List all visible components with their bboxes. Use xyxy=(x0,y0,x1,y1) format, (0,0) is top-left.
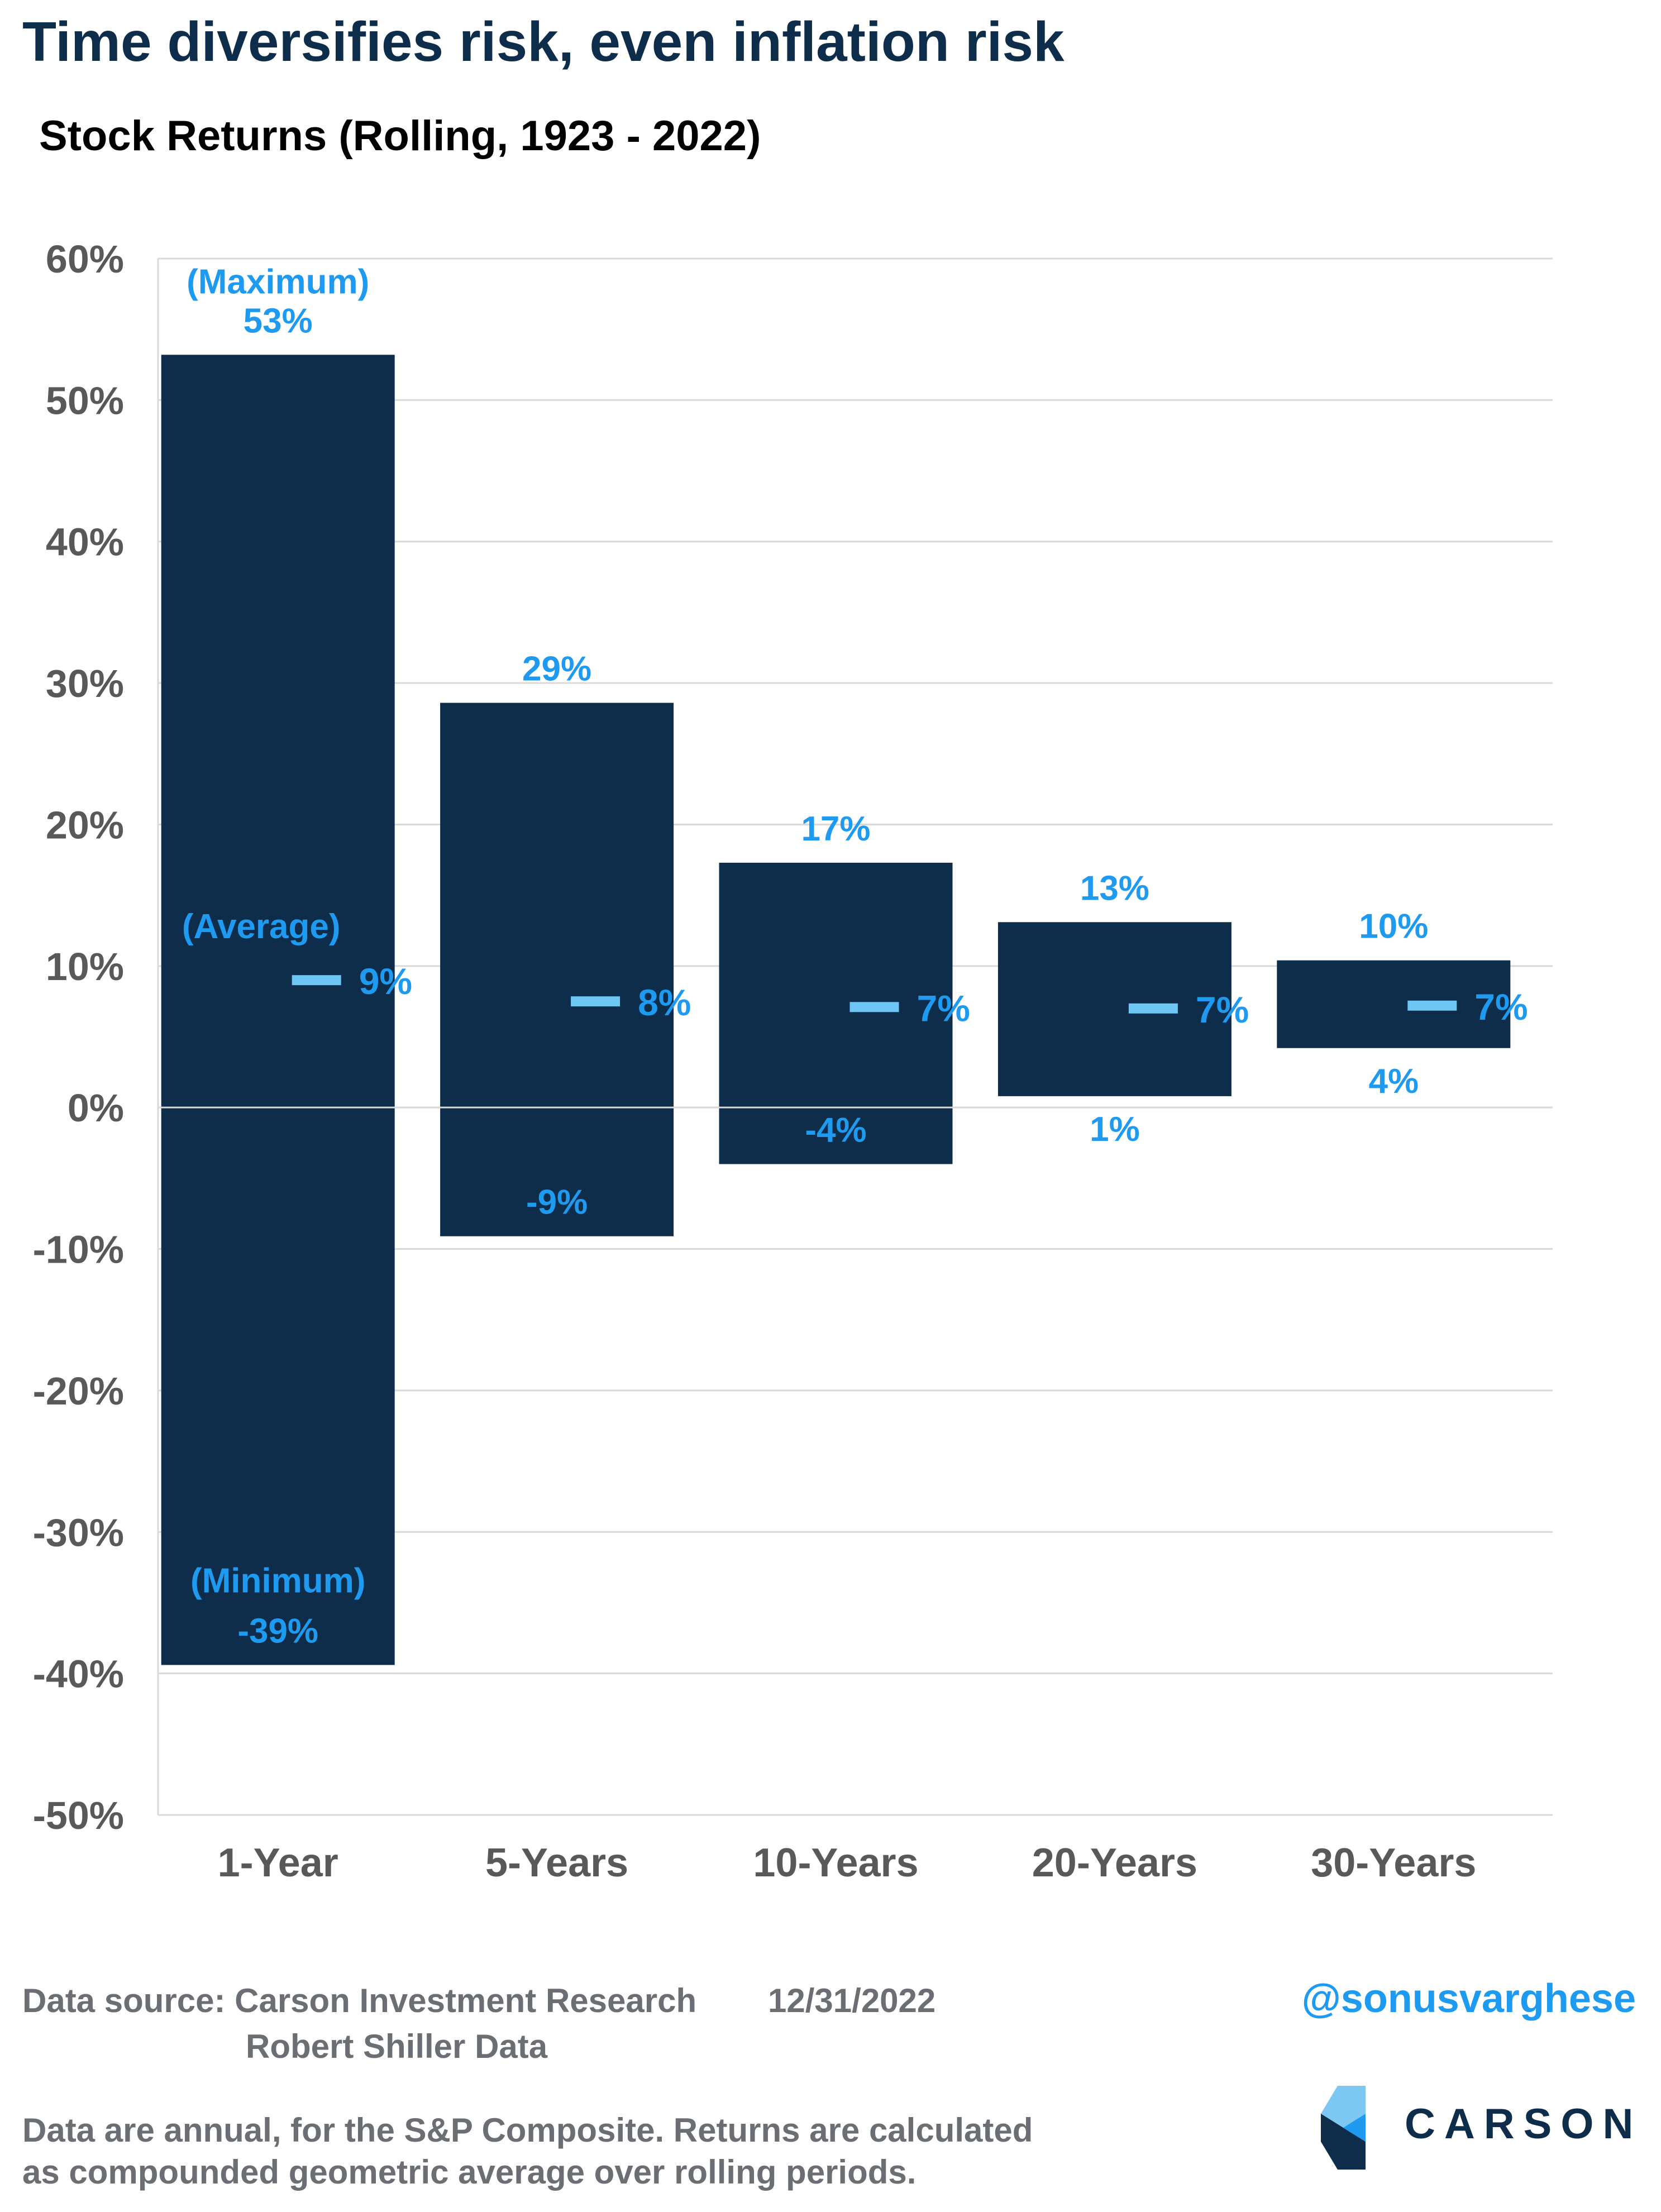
min-value-label: 4% xyxy=(1368,1062,1419,1101)
y-tick-label: -10% xyxy=(33,1228,124,1272)
chart-title: Time diversifies risk, even inflation ri… xyxy=(22,11,1065,73)
range-bar-chart: 9% 53% -39% (Maximum) (Average) (Minimum) 8% 29… xyxy=(33,237,1553,1885)
max-value-label: 17% xyxy=(801,810,870,848)
carson-chevron-icon xyxy=(1321,2086,1366,2170)
bars xyxy=(161,355,1511,1665)
y-tick-label: -20% xyxy=(33,1369,124,1413)
data-source-label: Data source: Carson Investment Research xyxy=(22,1982,697,2019)
x-category-label: 1-Year xyxy=(218,1841,338,1885)
x-category-label: 10-Years xyxy=(753,1841,918,1885)
twitter-handle[interactable]: @sonusvarghese xyxy=(1301,1976,1636,2021)
average-annotation: (Average) xyxy=(182,907,341,946)
method-note-line2: as compounded geometric average over rol… xyxy=(22,2153,917,2191)
y-tick-label: 10% xyxy=(46,945,124,988)
average-value-label: 7% xyxy=(1474,986,1528,1028)
logo-wordmark: CARSON xyxy=(1405,2100,1643,2148)
minimum-annotation: (Minimum) xyxy=(190,1561,365,1600)
range-bar xyxy=(719,862,953,1164)
y-tick-label: 20% xyxy=(46,803,124,847)
range-bar xyxy=(161,355,395,1665)
max-value-label: 13% xyxy=(1080,869,1149,907)
y-tick-label: 40% xyxy=(46,520,124,564)
range-bar xyxy=(1277,960,1511,1048)
y-tick-label: -50% xyxy=(33,1794,124,1837)
y-tick-label: -40% xyxy=(33,1652,124,1696)
method-note-line1: Data are annual, for the S&P Composite. … xyxy=(22,2111,1033,2149)
data-date: 12/31/2022 xyxy=(768,1982,936,2019)
average-marker xyxy=(571,996,621,1007)
y-tick-label: 50% xyxy=(46,379,124,422)
y-tick-label: -30% xyxy=(33,1511,124,1554)
chart-subtitle: Stock Returns (Rolling, 1923 - 2022) xyxy=(39,112,761,160)
min-value-label: -4% xyxy=(805,1111,866,1150)
data-labels: 9% 53% -39% (Maximum) (Average) (Minimum) 8% 29… xyxy=(158,262,1553,1650)
carson-logo: CARSON xyxy=(1315,2083,1639,2172)
average-marker xyxy=(1407,1000,1457,1011)
maximum-annotation: (Maximum) xyxy=(187,262,369,301)
average-marker xyxy=(1128,1003,1178,1014)
axes: 60% 50% 40% 30% 20% 10% 0% -10% -20% -30% -40% -50%… xyxy=(33,237,1477,1885)
range-bar xyxy=(997,922,1232,1096)
min-value-label: -9% xyxy=(526,1183,588,1222)
x-category-label: 5-Years xyxy=(485,1841,628,1885)
max-value-label: 53% xyxy=(244,302,313,340)
x-category-label: 30-Years xyxy=(1311,1841,1476,1885)
average-marker xyxy=(849,1002,899,1012)
average-value-label: 7% xyxy=(917,987,970,1029)
average-value-label: 8% xyxy=(638,982,691,1023)
average-value-label: 9% xyxy=(359,961,412,1002)
min-value-label: 1% xyxy=(1090,1110,1140,1149)
max-value-label: 29% xyxy=(522,650,591,689)
max-value-label: 10% xyxy=(1359,907,1428,946)
y-tick-label: 30% xyxy=(46,662,124,705)
x-category-label: 20-Years xyxy=(1032,1841,1197,1885)
y-tick-label: 0% xyxy=(68,1086,124,1130)
min-value-label: -39% xyxy=(237,1612,318,1650)
average-marker xyxy=(292,975,341,986)
data-source-line2: Robert Shiller Data xyxy=(246,2028,548,2065)
range-bar xyxy=(440,703,674,1236)
average-value-label: 7% xyxy=(1196,989,1249,1030)
y-tick-label: 60% xyxy=(46,237,124,281)
